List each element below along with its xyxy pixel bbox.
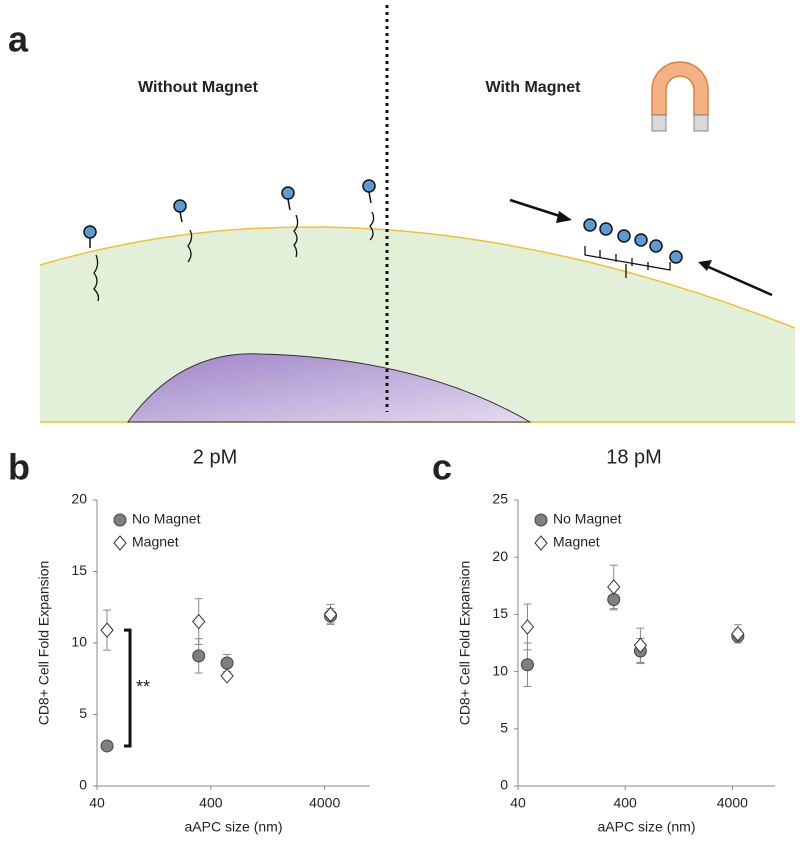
marker [100, 739, 114, 753]
chart-title: 18 pM [606, 446, 662, 468]
marker [607, 593, 621, 607]
marker [633, 637, 648, 654]
x-tick-label: 40 [89, 795, 105, 811]
y-tick-label: 5 [500, 720, 508, 736]
y-axis-title: CD8+ Cell Fold Expansion [36, 561, 52, 726]
y-tick-label: 10 [71, 634, 87, 650]
x-tick-label: 400 [613, 795, 637, 811]
arrowheads [556, 211, 712, 271]
marker [192, 649, 206, 663]
marker [607, 579, 621, 595]
significance-bracket [124, 628, 132, 748]
legend-label: Magnet [132, 534, 179, 550]
legend-marker [534, 513, 548, 527]
panel-label: c [432, 447, 452, 488]
panel-label: a [8, 19, 29, 60]
nucleus [127, 353, 532, 423]
magnet-icon [651, 61, 709, 132]
x-tick-label: 4000 [309, 795, 340, 811]
legend-label: No Magnet [132, 511, 201, 527]
receptors [83, 179, 683, 264]
x-tick-label: 4000 [717, 795, 748, 811]
marker [520, 619, 535, 635]
significance-label: ** [136, 677, 150, 697]
y-tick-label: 0 [79, 777, 87, 793]
y-tick-label: 25 [492, 491, 508, 507]
cell-membrane [39, 226, 796, 329]
y-axis-title: CD8+ Cell Fold Expansion [457, 561, 473, 726]
x-axis-title: aAPC size (nm) [184, 819, 282, 835]
y-tick-label: 0 [500, 777, 508, 793]
y-tick-label: 20 [492, 548, 508, 564]
legend-marker [534, 535, 548, 551]
condition-label: Without Magnet [138, 79, 259, 96]
legend-label: No Magnet [553, 511, 622, 527]
marker [100, 622, 114, 638]
signaling [93, 198, 773, 302]
marker [323, 606, 338, 623]
legend-marker [113, 535, 127, 551]
x-tick-label: 40 [510, 795, 526, 811]
chart-title: 2 pM [193, 446, 237, 468]
x-tick-label: 400 [199, 795, 223, 811]
legend-marker [113, 513, 127, 527]
marker [220, 668, 234, 684]
marker [731, 626, 745, 642]
y-tick-label: 10 [492, 662, 508, 678]
y-tick-label: 5 [79, 705, 87, 721]
x-axis-title: aAPC size (nm) [597, 819, 695, 835]
y-tick-label: 15 [492, 605, 508, 621]
legend-label: Magnet [553, 534, 600, 550]
marker [520, 658, 534, 672]
marker [192, 613, 206, 630]
y-tick-label: 20 [71, 491, 87, 507]
marker [220, 656, 234, 670]
condition-label: With Magnet [486, 79, 582, 96]
y-tick-label: 15 [71, 562, 87, 578]
panel-label: b [8, 447, 30, 488]
